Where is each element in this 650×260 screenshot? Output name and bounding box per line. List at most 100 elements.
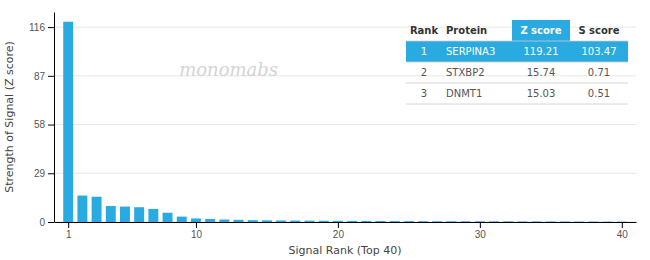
- bar: [390, 221, 400, 222]
- x-tick-mark: [196, 222, 197, 228]
- x-tick-label: 30: [475, 229, 487, 240]
- bar: [489, 221, 499, 222]
- bar: [106, 206, 116, 222]
- bar: [603, 221, 613, 222]
- x-tick: 40: [617, 222, 629, 240]
- table-cell: 103.47: [582, 46, 617, 57]
- x-tick-label: 20: [333, 229, 345, 240]
- y-tick-label: 29: [34, 168, 46, 179]
- table-header-highlight: [512, 20, 570, 41]
- table-divider: [406, 83, 628, 84]
- table-cell: 2: [421, 67, 427, 78]
- x-tick: 20: [333, 222, 345, 240]
- table-cell: 0.51: [588, 88, 610, 99]
- bars: [63, 22, 627, 222]
- y-tick-label: 116: [29, 22, 45, 33]
- x-tick-mark: [622, 222, 623, 228]
- bar: [588, 221, 598, 222]
- table-cell: DNMT1: [446, 88, 482, 99]
- chart: monomabs 1 10 20 30 40 0 29 58 87 116 Signal Rank (…: [0, 0, 650, 260]
- bar: [546, 221, 556, 222]
- y-tick-mark: [48, 222, 54, 223]
- table-divider: [406, 41, 628, 42]
- y-tick-label: 87: [34, 71, 46, 82]
- bar: [305, 221, 315, 222]
- grid: [54, 27, 636, 222]
- y-tick-mark: [48, 76, 54, 77]
- x-tick: 1: [66, 222, 72, 240]
- table: Rank Protein Z score S score 1 SERPINA3 119.21…: [406, 20, 628, 104]
- table-header: S score: [578, 25, 619, 36]
- table-cell: 119.21: [524, 46, 559, 57]
- y-axis-title: Strength of Signal (Z score): [3, 41, 16, 193]
- bar: [574, 221, 584, 222]
- table-header: Z score: [520, 25, 561, 36]
- table-cell: 3: [421, 88, 427, 99]
- bar: [92, 197, 102, 222]
- bar: [205, 219, 215, 222]
- bar: [248, 220, 258, 222]
- table-header: Rank: [410, 25, 439, 36]
- bar: [276, 220, 286, 222]
- bar: [134, 207, 144, 222]
- bar: [63, 22, 73, 222]
- bar: [219, 219, 229, 222]
- x-axis-line: [55, 222, 637, 223]
- bar: [517, 221, 527, 222]
- x-tick-mark: [338, 222, 339, 228]
- bar: [446, 221, 456, 222]
- grid-line: [54, 124, 636, 125]
- x-tick-label: 1: [66, 229, 72, 240]
- bar: [503, 221, 513, 222]
- bar: [234, 220, 244, 222]
- y-tick: 0: [39, 217, 54, 228]
- x-tick-label: 40: [617, 229, 629, 240]
- y-tick-mark: [48, 125, 54, 126]
- y-tick: 116: [29, 22, 54, 33]
- y-tick: 87: [34, 71, 54, 82]
- table-cell: 0.71: [588, 67, 610, 78]
- table-cell: STXBP2: [446, 67, 485, 78]
- bar: [77, 196, 87, 222]
- bar: [290, 221, 300, 222]
- bar: [461, 221, 471, 222]
- watermark: monomabs: [179, 59, 278, 80]
- bar: [532, 221, 542, 222]
- x-axis: 1 10 20 30 40: [55, 222, 637, 240]
- table-divider: [406, 104, 628, 105]
- bar: [319, 221, 329, 222]
- y-tick-label: 0: [39, 217, 45, 228]
- grid-line: [54, 173, 636, 174]
- bar: [361, 221, 371, 222]
- y-tick: 29: [34, 168, 54, 179]
- table-header: Protein: [446, 25, 487, 36]
- bar: [163, 213, 173, 222]
- bar: [617, 221, 627, 222]
- bar: [376, 221, 386, 222]
- x-tick: 30: [475, 222, 487, 240]
- table-cell: SERPINA3: [446, 46, 495, 57]
- x-tick-mark: [480, 222, 481, 228]
- bar: [191, 218, 201, 222]
- bar: [120, 207, 130, 222]
- x-tick: 10: [191, 222, 203, 240]
- table-row-highlight: [406, 41, 628, 62]
- x-tick-label: 10: [191, 229, 203, 240]
- bar: [432, 221, 442, 222]
- table-cell: 15.74: [527, 67, 556, 78]
- y-axis: 0 29 58 87 116: [29, 13, 54, 228]
- table-cell: 1: [421, 46, 427, 57]
- bar: [177, 217, 187, 222]
- y-tick-mark: [48, 173, 54, 174]
- bar: [262, 220, 272, 222]
- y-tick-mark: [48, 27, 54, 28]
- bar: [347, 221, 357, 222]
- x-axis-title: Signal Rank (Top 40): [289, 244, 402, 257]
- bar: [560, 221, 570, 222]
- bar: [404, 221, 414, 222]
- y-tick-label: 58: [34, 119, 46, 130]
- y-axis-line: [54, 13, 55, 223]
- bar: [148, 209, 158, 222]
- bar: [333, 221, 343, 222]
- table-cell: 15.03: [527, 88, 556, 99]
